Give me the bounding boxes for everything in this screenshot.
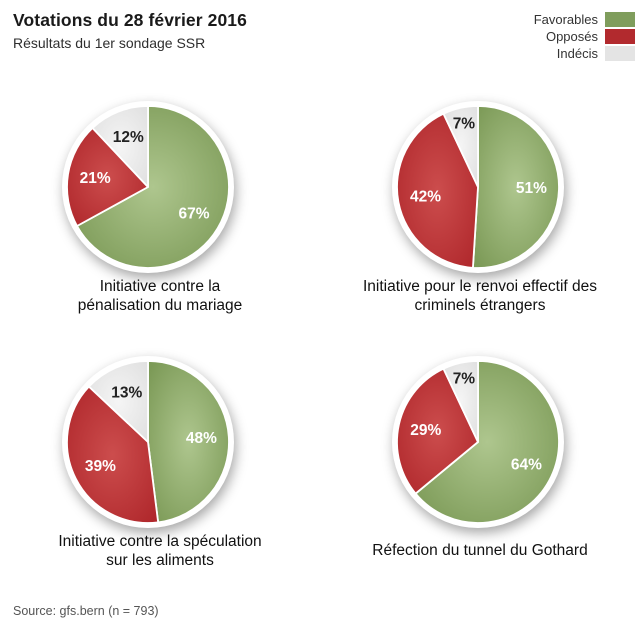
favorables-color-swatch [605,12,635,27]
legend-label: Favorables [533,12,598,27]
pie-percentage-label: 13% [111,384,142,401]
pie-caption: Réfection du tunnel du Gothard [372,542,588,560]
pie-chart-tunnel-gothard: 64% 29% 7% [372,336,584,548]
pie-slice-indécis [442,360,479,443]
pie-percentage-label: 51% [516,180,547,197]
pie-slice-indécis [91,105,149,188]
pie-caption: Initiative contre la pénalisation du mar… [77,277,243,315]
legend-item-indecis: Indécis [534,46,635,61]
pie-slice-favorables [76,105,230,269]
pie-slice-opposés [396,112,479,269]
pie-percentage-label: 7% [453,370,476,387]
pie-slice-opposés [66,385,160,524]
header: Votations du 28 février 2016 Résultats d… [13,10,247,51]
pie-slice-opposés [66,127,149,227]
pie-percentage-label: 12% [113,129,144,146]
pie-percentage-label: 64% [511,456,542,473]
legend-item-favorables: Favorables [534,12,635,27]
opposes-color-swatch [605,29,635,44]
pie-slice-favorables [147,360,230,524]
source-note: Source: gfs.bern (n = 793) [13,604,159,618]
indecis-color-swatch [605,46,635,61]
pie-caption: Initiative pour le renvoi effectif des c… [362,277,598,315]
pie-percentage-label: 7% [453,115,476,132]
pie-percentage-label: 29% [410,422,441,439]
pie-slice-indécis [442,105,479,188]
pie-chart-penalisation-mariage: 67% 21% 12% [42,81,254,293]
pie-slice-favorables [472,105,560,269]
pie-percentage-label: 21% [80,170,111,187]
legend-item-opposes: Opposés [534,29,635,44]
page-title: Votations du 28 février 2016 [13,10,247,30]
legend-label: Opposés [545,29,598,44]
pie-percentage-label: 42% [410,189,441,206]
legend: Favorables Opposés Indécis [534,12,635,63]
pie-chart-speculation-aliments: 48% 39% 13% [42,336,254,548]
pie-percentage-label: 48% [186,430,217,447]
page-subtitle: Résultats du 1er sondage SSR [13,35,206,51]
pie-chart-renvoi-criminels: 51% 42% 7% [372,81,584,293]
pie-percentage-label: 67% [178,206,209,223]
pie-slice-indécis [88,360,149,443]
pie-caption: Initiative contre la spéculation sur les… [58,532,262,570]
legend-label: Indécis [556,46,598,61]
pie-slice-favorables [414,360,560,524]
pie-percentage-label: 39% [85,458,116,475]
